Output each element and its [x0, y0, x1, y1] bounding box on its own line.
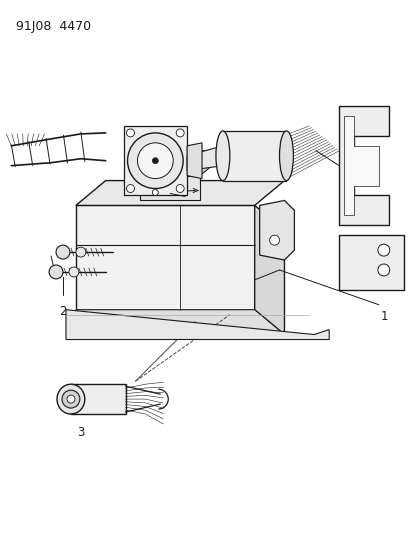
Ellipse shape — [57, 384, 85, 414]
Circle shape — [62, 390, 80, 408]
Circle shape — [377, 264, 389, 276]
Polygon shape — [187, 146, 222, 171]
Circle shape — [152, 190, 158, 196]
Polygon shape — [338, 106, 388, 225]
FancyBboxPatch shape — [184, 301, 250, 311]
FancyBboxPatch shape — [184, 259, 250, 269]
FancyBboxPatch shape — [85, 273, 176, 283]
FancyBboxPatch shape — [85, 314, 176, 325]
Circle shape — [377, 244, 389, 256]
Circle shape — [76, 247, 85, 257]
Ellipse shape — [279, 131, 293, 181]
FancyBboxPatch shape — [184, 314, 250, 325]
FancyBboxPatch shape — [85, 301, 176, 311]
Circle shape — [269, 235, 279, 245]
Polygon shape — [66, 310, 328, 340]
Polygon shape — [338, 235, 403, 290]
Circle shape — [126, 184, 134, 192]
FancyBboxPatch shape — [184, 239, 250, 247]
Text: 3: 3 — [77, 426, 84, 439]
Polygon shape — [254, 205, 284, 335]
Text: 1: 1 — [380, 310, 387, 322]
Text: 2: 2 — [59, 305, 66, 318]
Polygon shape — [187, 143, 202, 179]
FancyBboxPatch shape — [184, 217, 250, 225]
Polygon shape — [76, 205, 254, 310]
Ellipse shape — [216, 131, 229, 181]
Polygon shape — [71, 384, 125, 414]
FancyBboxPatch shape — [95, 228, 176, 236]
Circle shape — [126, 129, 134, 137]
Polygon shape — [222, 131, 286, 181]
Circle shape — [56, 245, 70, 259]
Polygon shape — [259, 200, 294, 260]
FancyBboxPatch shape — [95, 217, 176, 225]
Polygon shape — [140, 175, 199, 200]
Polygon shape — [140, 151, 229, 175]
Circle shape — [137, 143, 173, 179]
Bar — [343, 126, 353, 136]
Polygon shape — [343, 116, 378, 215]
FancyBboxPatch shape — [85, 259, 176, 269]
Polygon shape — [76, 181, 284, 205]
FancyBboxPatch shape — [95, 239, 176, 247]
Circle shape — [67, 395, 75, 403]
Circle shape — [127, 133, 183, 189]
FancyBboxPatch shape — [184, 228, 250, 236]
Circle shape — [176, 184, 184, 192]
FancyBboxPatch shape — [184, 287, 250, 297]
FancyBboxPatch shape — [184, 273, 250, 283]
Polygon shape — [123, 126, 187, 196]
Circle shape — [176, 129, 184, 137]
Text: 91J08  4470: 91J08 4470 — [16, 20, 91, 33]
Circle shape — [152, 158, 158, 164]
FancyBboxPatch shape — [85, 287, 176, 297]
Circle shape — [69, 267, 78, 277]
Polygon shape — [76, 310, 284, 335]
Circle shape — [49, 265, 63, 279]
